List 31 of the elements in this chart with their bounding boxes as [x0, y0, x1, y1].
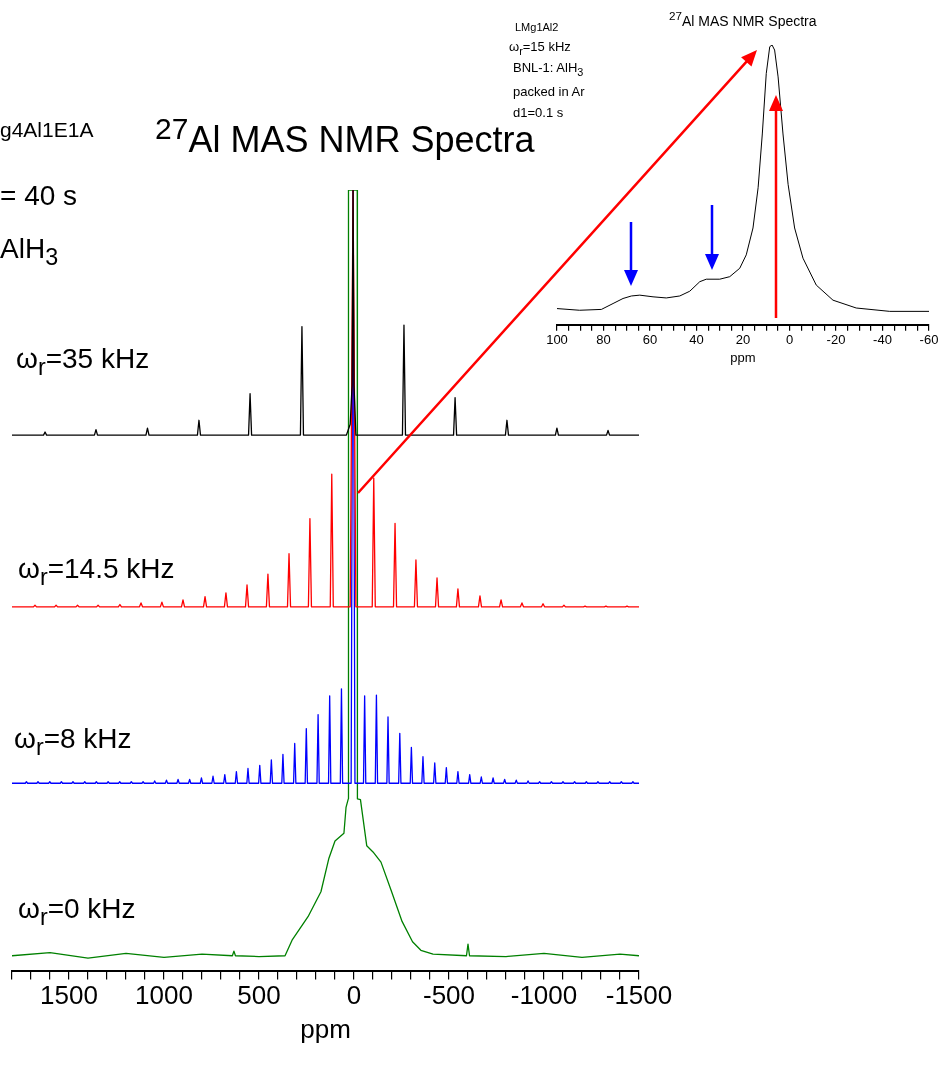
annotation: d1=0.1 s: [513, 105, 564, 121]
x-tick-label: -1500: [605, 980, 673, 1011]
annotation: BNL-1: AlH$_{3}$: [513, 60, 584, 79]
x-tick-label: 60: [642, 332, 658, 348]
x-tick-label: -40: [873, 332, 892, 348]
series-label: ω$_{r}$=0 kHz: [18, 893, 136, 931]
series-label: ω$_{r}$=8 kHz: [14, 723, 132, 761]
chart-title: $^{27}$Al MAS NMR Spectra: [669, 9, 817, 29]
x-tick-label: -20: [826, 332, 846, 348]
x-tick-label: -60: [919, 332, 939, 348]
annotation: = 40 s: [0, 180, 78, 213]
annotation: ω$_{r}$=15 kHz: [509, 39, 571, 58]
x-tick-label: -1000: [510, 980, 578, 1011]
x-tick-label: 40: [689, 332, 704, 348]
text: LMg1Al2: [515, 21, 559, 34]
x-tick-label: 0: [346, 980, 362, 1011]
x-tick-label: -500: [422, 980, 476, 1011]
text: g4Al1E1A: [0, 118, 94, 143]
annotation: AlH$_{3}$: [0, 233, 59, 271]
x-tick-label: 1000: [135, 980, 193, 1011]
x-axis-title: ppm: [730, 349, 756, 365]
x-tick-label: 500: [237, 980, 281, 1011]
x-tick-label: 80: [596, 332, 611, 348]
annotation: packed in Ar: [513, 84, 585, 100]
x-axis-title: ppm: [300, 1013, 351, 1044]
x-tick-label: 0: [785, 332, 794, 348]
x-tick-label: 1500: [40, 980, 98, 1011]
series-label: ω$_{r}$=35 kHz: [16, 343, 150, 381]
x-tick-label: 20: [735, 332, 751, 348]
x-tick-label: 100: [546, 332, 568, 348]
series-label: ω$_{r}$=14.5 kHz: [18, 553, 175, 591]
